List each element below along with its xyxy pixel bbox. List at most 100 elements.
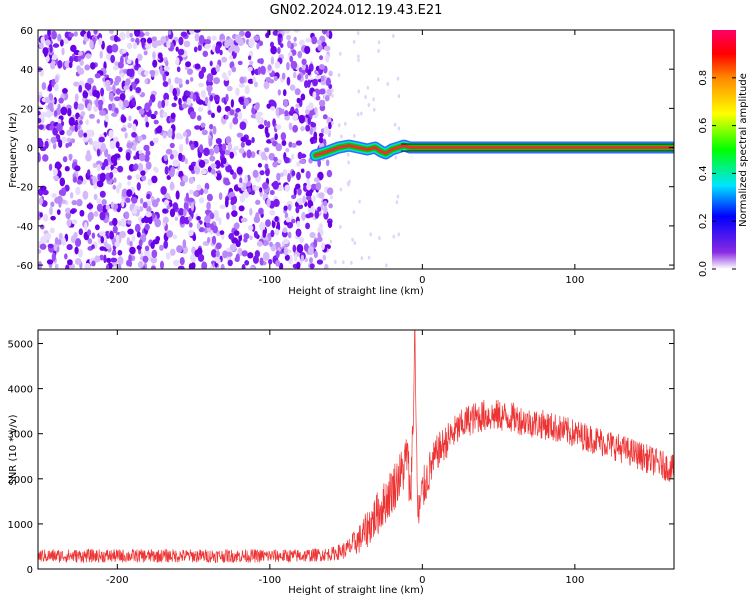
spectrogram-noise-speckle [397, 94, 401, 99]
spectrogram-noise-speckle [346, 152, 350, 157]
spectrogram-noise-speckle [397, 126, 401, 131]
snr-series-line [38, 330, 674, 564]
spectrogram-noise-speckle [255, 111, 261, 121]
spectrogram-noise-speckle [96, 198, 102, 205]
spectrogram-noise-speckle [92, 89, 99, 98]
spectrogram-noise-speckle [139, 198, 144, 204]
spectrogram-noise-speckle [87, 103, 92, 112]
spectrogram-noise-speckle [40, 36, 46, 45]
spectrogram-noise-speckle [197, 106, 204, 112]
spectrogram-noise-speckle [315, 74, 322, 80]
spectrogram-noise-speckle [151, 36, 157, 42]
spectrogram-noise-speckle [247, 252, 254, 259]
spectrogram-noise-speckle [294, 254, 298, 262]
spectrogram-noise-speckle [325, 94, 330, 102]
spectrogram-noise-speckle [98, 37, 103, 46]
colorbar-tick-label: 0.4 [698, 165, 709, 181]
spectrogram-noise-speckle [172, 88, 177, 97]
spectrogram-noise-speckle [136, 231, 141, 238]
spectrogram-noise-speckle [323, 45, 331, 52]
spectrogram-noise-speckle [249, 208, 253, 216]
spectrogram-noise-speckle [288, 141, 293, 148]
spectrogram-noise-speckle [240, 141, 245, 148]
spectrogram-noise-speckle [117, 256, 124, 266]
spectrogram-noise-speckle [369, 232, 372, 237]
spectrogram-noise-speckle [252, 255, 259, 264]
spectrogram-noise-speckle [131, 197, 138, 204]
spectrogram-noise-speckle [87, 229, 92, 236]
spectrogram-noise-speckle [110, 155, 118, 164]
spectrogram-noise-speckle [244, 259, 250, 266]
spectrogram-y-ticks: -60 -40 -20 0 20 40 60 [17, 26, 674, 272]
spectrogram-noise-speckle [82, 91, 89, 99]
spectrogram-noise-speckle [175, 57, 180, 66]
spectrogram-noise-speckle [270, 56, 275, 65]
spectrogram-noise-speckle [50, 215, 56, 221]
spectrogram-noise-speckle [339, 51, 342, 56]
spectrogram-noise-speckle [293, 187, 297, 197]
spectrogram-noise-speckle [227, 38, 234, 47]
spectrogram-noise-speckle [273, 75, 278, 82]
spectrogram-noise-speckle [198, 197, 205, 204]
spectrogram-noise-speckle [251, 223, 256, 232]
spectrogram-noise-speckle [132, 123, 137, 132]
spectrogram-noise-speckle [150, 256, 158, 264]
spectrogram-noise-speckle [109, 230, 114, 240]
spectrogram-noise-speckle [305, 38, 312, 43]
spectrogram-noise-speckle [210, 223, 215, 231]
spectrogram-noise-speckle [94, 73, 101, 79]
spectrogram-noise-speckle [169, 153, 174, 160]
spectrogram-noise-speckle [96, 203, 103, 213]
spectrogram-noise-speckle [313, 250, 318, 259]
spectrogram-noise-speckle [42, 154, 49, 162]
spectrogram-noise-speckle [83, 132, 88, 138]
spectrogram-noise-speckle [278, 185, 283, 192]
spectrogram-noise-speckle [169, 181, 175, 190]
spectrogram-noise-speckle [252, 76, 256, 84]
spectrogram-noise-speckle [206, 236, 211, 244]
spectrogram-noise-speckle [49, 227, 55, 234]
spectrogram-noise-speckle [169, 208, 176, 218]
spectrogram-noise-speckle [58, 232, 63, 241]
spectrogram-noise-speckle [77, 128, 84, 138]
spectrogram-noise-speckle [269, 209, 276, 216]
spectrogram-noise-speckle [140, 170, 146, 176]
spectrogram-noise-speckle [211, 35, 217, 41]
spectrogram-noise-speckle [111, 251, 117, 256]
spectrogram-noise-speckle [38, 124, 44, 130]
spectrogram-noise-speckle [125, 197, 131, 203]
spectrogram-noise-speckle [315, 182, 322, 191]
spectrogram-noise-speckle [319, 55, 324, 61]
spectrogram-noise-speckle [234, 256, 240, 263]
spectrogram-noise-speckle [210, 112, 215, 119]
spectrogram-noise-speckle [96, 164, 101, 172]
figure-title: GN02.2024.012.19.43.E21 [270, 3, 443, 18]
spectrogram-noise-speckle [167, 129, 173, 139]
spectrogram-noise-speckle [188, 176, 194, 185]
snr-y-ticks: 0 1000 2000 3000 4000 5000 [8, 340, 674, 576]
spectrogram-noise-speckle [128, 68, 135, 78]
snr-y-tick-label: 2000 [8, 475, 33, 486]
spectrogram-noise-speckle [297, 203, 304, 210]
spectrogram-noise-speckle [203, 188, 209, 194]
spectrogram-noise-speckle [312, 78, 319, 87]
spectrogram-noise-speckle [113, 177, 117, 183]
spectrogram-noise-speckle [151, 175, 158, 184]
spectrogram-noise-speckle [212, 125, 217, 135]
spectrogram-noise-speckle [143, 50, 148, 56]
snr-x-tick-label: 0 [419, 575, 425, 586]
spectrogram-noise-speckle [129, 84, 133, 92]
spectrogram-noise-speckle [41, 82, 47, 91]
spectrogram-noise-speckle [366, 85, 370, 90]
spectrogram-noise-speckle [69, 192, 74, 199]
spectrogram-noise-speckle [105, 85, 113, 92]
spectrogram-noise-speckle [151, 212, 156, 219]
spectrogram-noise-speckle [224, 105, 231, 112]
spectrogram-noise-speckle [172, 234, 178, 240]
spectrogram-noise-speckle [213, 77, 220, 85]
spectrogram-noise-speckle [131, 234, 136, 242]
spectrogram-noise-speckle [372, 97, 375, 102]
spectrogram-noise-speckle [358, 199, 361, 204]
spectrogram-noise-speckle [105, 205, 111, 210]
spectrogram-noise-speckle [169, 142, 175, 149]
